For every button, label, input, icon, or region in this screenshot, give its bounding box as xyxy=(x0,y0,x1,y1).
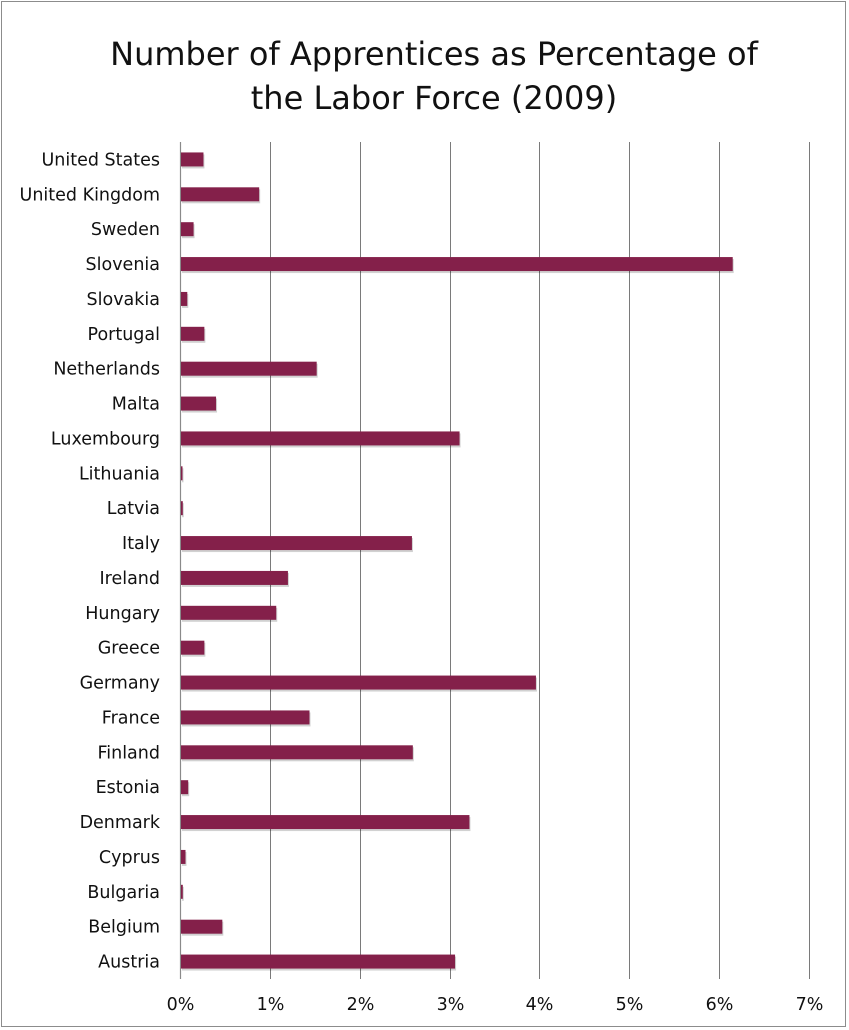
bar-estonia xyxy=(181,780,189,795)
x-tick-labels: 0% 1% 2% 3% 4% 5% 6% 7% xyxy=(167,995,824,1015)
x-tick-label: 2% xyxy=(347,995,375,1015)
category-label: Belgium xyxy=(88,918,160,938)
bar-ireland xyxy=(181,570,288,585)
bar-finland xyxy=(181,745,413,760)
category-label: Slovenia xyxy=(86,255,160,275)
bar-austria xyxy=(181,954,456,969)
bar-shadow xyxy=(182,886,184,901)
category-label: Portugal xyxy=(88,325,160,345)
category-label: Cyprus xyxy=(99,848,160,868)
category-label: Italy xyxy=(122,534,160,554)
category-label: United Kingdom xyxy=(20,185,160,205)
bar-shadow xyxy=(182,468,184,483)
bar-layer xyxy=(181,152,734,971)
category-label: Luxembourg xyxy=(51,429,160,449)
bar-denmark xyxy=(181,815,470,830)
bar-shadow xyxy=(182,503,184,518)
category-label: Hungary xyxy=(85,604,160,624)
bar-italy xyxy=(181,536,412,551)
category-label: Lithuania xyxy=(79,464,160,484)
x-tick-label: 4% xyxy=(526,995,554,1015)
category-label: Greece xyxy=(98,639,160,659)
category-labels: United States United Kingdom Sweden Sloveni… xyxy=(20,150,161,972)
category-label: Bulgaria xyxy=(87,883,160,903)
category-label: Estonia xyxy=(96,778,160,798)
bar-united-kingdom xyxy=(181,187,260,202)
x-tick-label: 6% xyxy=(706,995,734,1015)
x-tick-label: 0% xyxy=(167,995,195,1015)
chart-title-line-2: the Labor Force (2009) xyxy=(251,79,618,117)
bar-greece xyxy=(181,640,205,655)
x-tick-label: 7% xyxy=(796,995,824,1015)
bar-united-states xyxy=(181,152,204,167)
bar-germany xyxy=(181,675,536,690)
category-label: Denmark xyxy=(80,813,161,833)
bar-slovenia xyxy=(181,257,733,272)
chart-title: Number of Apprentices as Percentage of t… xyxy=(110,35,758,117)
category-label: United States xyxy=(41,150,160,170)
bar-luxembourg xyxy=(181,431,460,446)
bar-slovakia xyxy=(181,291,188,306)
grid-layer xyxy=(179,142,810,979)
bar-sweden xyxy=(181,222,194,237)
bar-malta xyxy=(181,396,217,411)
bar-cyprus xyxy=(181,849,186,864)
category-label: Austria xyxy=(98,953,160,973)
bar-bulgaria xyxy=(181,884,183,899)
category-label: Netherlands xyxy=(53,360,160,380)
x-tick-label: 1% xyxy=(257,995,285,1015)
bar-lithuania xyxy=(181,466,183,481)
category-label: Sweden xyxy=(91,220,160,240)
chart-title-line-1: Number of Apprentices as Percentage of xyxy=(110,35,758,73)
bar-france xyxy=(181,710,310,725)
bar-netherlands xyxy=(181,361,317,376)
bar-portugal xyxy=(181,326,205,341)
bar-latvia xyxy=(181,501,183,516)
x-tick-label: 5% xyxy=(616,995,644,1015)
category-label: Finland xyxy=(97,743,160,763)
bar-hungary xyxy=(181,605,277,620)
category-label: Latvia xyxy=(107,499,160,519)
category-label: Slovakia xyxy=(87,290,160,310)
category-label: Germany xyxy=(80,674,160,694)
category-label: Ireland xyxy=(99,569,160,589)
x-tick-label: 3% xyxy=(437,995,465,1015)
category-label: Malta xyxy=(112,395,160,415)
category-label: France xyxy=(102,708,160,728)
bar-belgium xyxy=(181,919,223,934)
